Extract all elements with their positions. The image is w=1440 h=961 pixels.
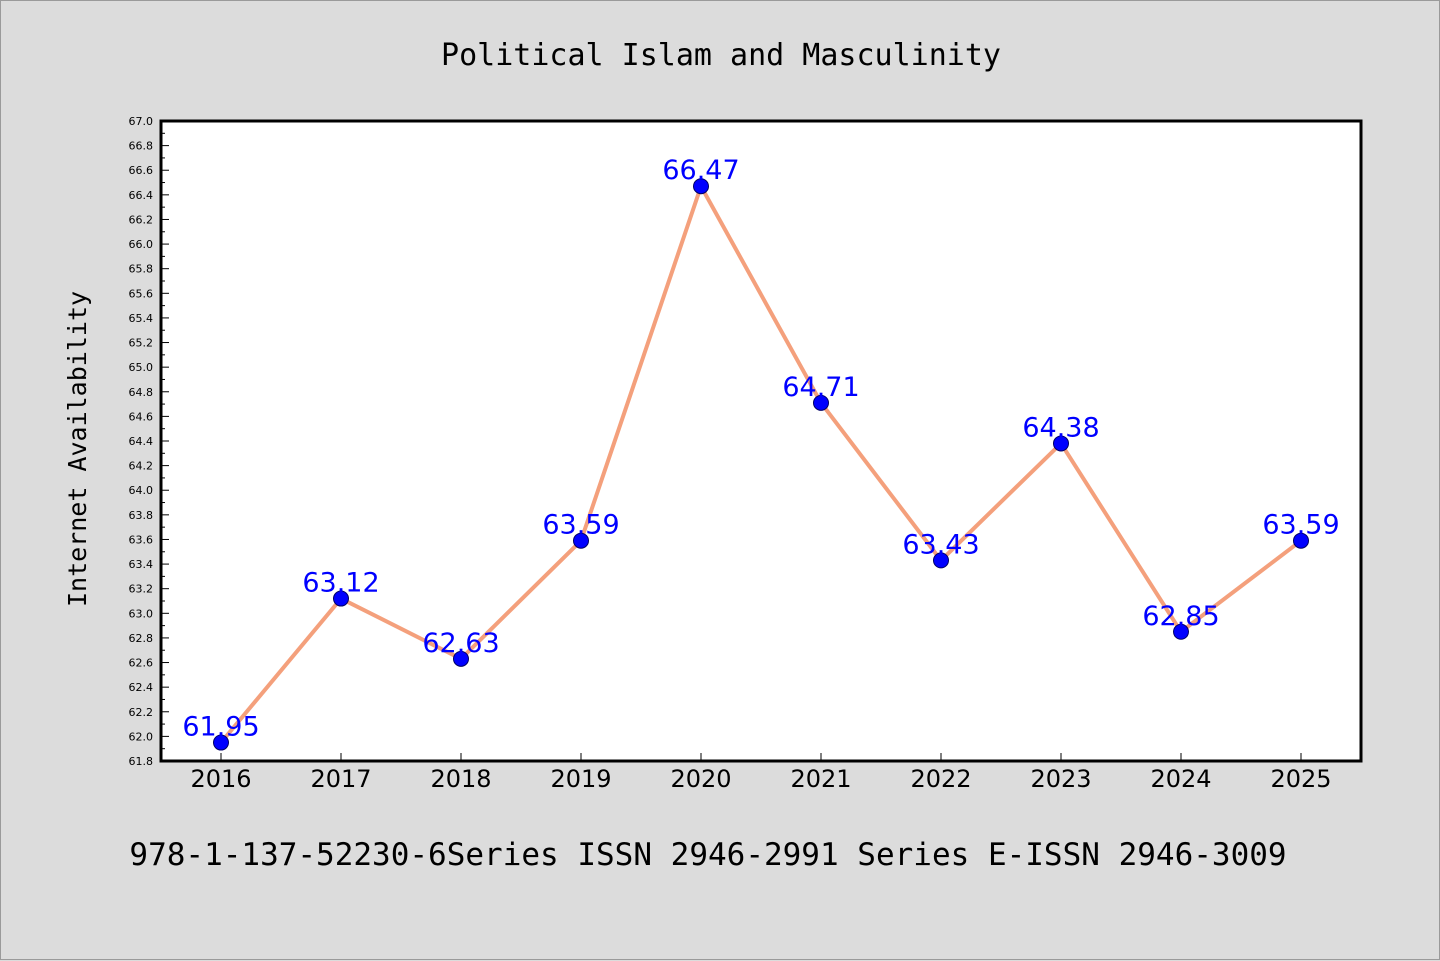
y-tick-label: 61.8 bbox=[129, 755, 154, 768]
plot-area bbox=[161, 121, 1361, 761]
data-point bbox=[453, 650, 469, 667]
y-tick-label: 65.0 bbox=[129, 361, 154, 374]
y-tick-label: 65.2 bbox=[129, 337, 154, 350]
data-point bbox=[693, 178, 709, 195]
data-label: 61.95 bbox=[182, 712, 259, 743]
x-tick-label: 2017 bbox=[310, 765, 371, 793]
data-label: 62.63 bbox=[422, 628, 499, 659]
x-axis: 2016 2017 2018 2019 2020 2021 2022 2023 2024 2025 bbox=[190, 753, 1332, 793]
y-tick-label: 63.6 bbox=[129, 533, 154, 546]
series-line-group bbox=[219, 184, 1303, 745]
data-point bbox=[1053, 435, 1069, 452]
y-axis-label: Internet Availability bbox=[63, 291, 92, 607]
y-tick-label: 66.2 bbox=[129, 213, 154, 226]
y-tick-label: 66.0 bbox=[129, 238, 154, 251]
data-label: 62.85 bbox=[1142, 601, 1219, 632]
data-label: 63.59 bbox=[1262, 510, 1339, 541]
y-tick-label: 63.8 bbox=[129, 509, 154, 522]
data-point bbox=[573, 532, 589, 549]
x-tick-label: 2019 bbox=[550, 765, 611, 793]
y-tick-label: 64.2 bbox=[129, 460, 154, 473]
data-label: 64.38 bbox=[1022, 412, 1099, 443]
y-tick-label: 66.6 bbox=[129, 164, 154, 177]
x-tick-label: 2024 bbox=[1150, 765, 1211, 793]
series-markers-group bbox=[213, 178, 1309, 751]
data-label: 63.43 bbox=[902, 529, 979, 560]
x-tick-label: 2016 bbox=[190, 765, 251, 793]
y-tick-label: 63.4 bbox=[129, 558, 154, 571]
data-labels-group: 61.95 63.12 62.63 63.59 66.47 64.71 63.43 64.38… bbox=[182, 155, 1339, 742]
data-point bbox=[1173, 623, 1189, 640]
y-tick-label: 64.8 bbox=[129, 386, 154, 399]
plot-frame bbox=[159, 119, 1363, 763]
y-tick-label: 65.4 bbox=[129, 312, 154, 325]
y-tick-label: 65.8 bbox=[129, 263, 154, 276]
x-tick-label: 2022 bbox=[910, 765, 971, 793]
data-label: 64.71 bbox=[782, 372, 859, 403]
data-label: 63.59 bbox=[542, 510, 619, 541]
x-tick-label: 2025 bbox=[1270, 765, 1331, 793]
y-tick-label: 65.6 bbox=[129, 287, 154, 300]
y-tick-label: 64.4 bbox=[129, 435, 154, 448]
y-tick-label: 66.8 bbox=[129, 140, 154, 153]
x-tick-label: 2020 bbox=[670, 765, 731, 793]
data-point bbox=[1293, 532, 1309, 549]
y-axis: 61.8 62.0 62.2 62.4 62.6 62.8 63.0 63.2 63.4 63.6… bbox=[129, 115, 169, 768]
y-tick-label: 62.4 bbox=[129, 681, 154, 694]
y-tick-label: 66.4 bbox=[129, 189, 154, 202]
y-tick-label: 62.2 bbox=[129, 706, 154, 719]
series-line bbox=[219, 184, 1303, 745]
y-tick-label: 64.0 bbox=[129, 484, 154, 497]
x-tick-label: 2023 bbox=[1030, 765, 1091, 793]
data-label: 66.47 bbox=[662, 155, 739, 186]
y-tick-label: 64.6 bbox=[129, 410, 154, 423]
chart-title: Political Islam and Masculinity bbox=[441, 38, 1001, 73]
data-point bbox=[933, 552, 949, 569]
y-tick-label: 62.0 bbox=[129, 730, 154, 743]
data-point bbox=[333, 590, 349, 607]
y-tick-label: 63.2 bbox=[129, 583, 154, 596]
x-tick-label: 2021 bbox=[790, 765, 851, 793]
data-point bbox=[813, 394, 829, 411]
y-tick-label: 67.0 bbox=[129, 115, 154, 128]
footer-text: 978-1-137-52230-6Series ISSN 2946-2991 S… bbox=[129, 837, 1286, 873]
y-tick-label: 63.0 bbox=[129, 607, 154, 620]
data-label: 63.12 bbox=[302, 568, 379, 599]
y-tick-label: 62.6 bbox=[129, 657, 154, 670]
data-point bbox=[213, 734, 229, 751]
x-tick-label: 2018 bbox=[430, 765, 491, 793]
y-tick-label: 62.8 bbox=[129, 632, 154, 645]
